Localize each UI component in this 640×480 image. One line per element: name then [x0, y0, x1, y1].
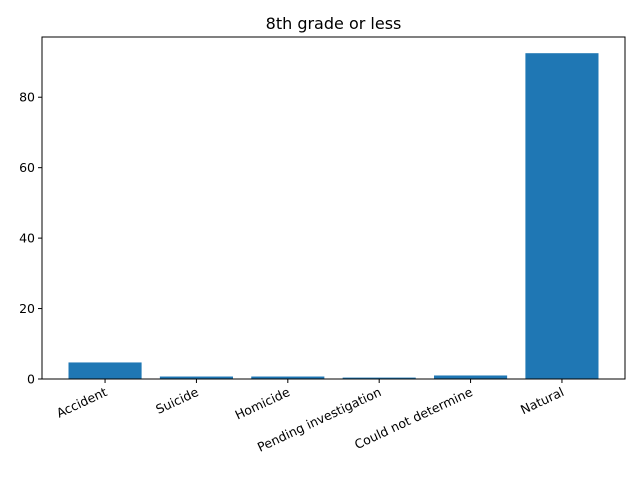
bar-homicide: [251, 376, 325, 379]
bars-group: [68, 53, 599, 379]
y-tick-label: 20: [19, 301, 35, 316]
plot-frame: [41, 36, 626, 380]
x-tick-label: Suicide: [153, 384, 201, 417]
chart-title: 8th grade or less: [266, 14, 402, 33]
bar-could-not-determine: [434, 375, 508, 379]
x-tick-label: Homicide: [233, 384, 293, 423]
y-tick-label: 60: [19, 160, 35, 175]
bar-suicide: [159, 376, 233, 379]
bar-accident: [68, 362, 142, 379]
y-tick-label: 40: [19, 231, 35, 246]
y-axis: 0 20 40 60 80: [19, 90, 42, 387]
bar-pending-investigation: [342, 377, 416, 379]
y-tick-label: 80: [19, 90, 35, 105]
y-tick-label: 0: [27, 372, 35, 387]
x-tick-label: Accident: [54, 384, 109, 420]
bar-natural: [525, 53, 599, 379]
x-tick-label: Natural: [518, 384, 566, 417]
